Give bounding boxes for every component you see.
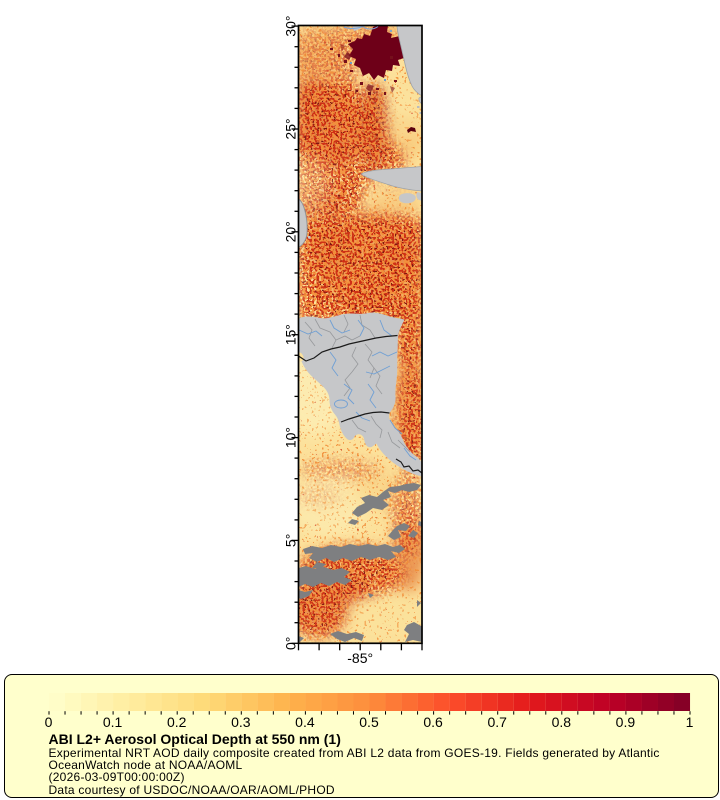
svg-text:-85°: -85° [347, 650, 373, 666]
svg-text:15°: 15° [283, 324, 299, 345]
svg-text:5°: 5° [283, 534, 299, 547]
svg-text:20°: 20° [283, 221, 299, 242]
svg-text:25°: 25° [283, 118, 299, 139]
svg-text:30°: 30° [283, 16, 299, 37]
svg-text:0°: 0° [283, 637, 299, 650]
svg-text:10°: 10° [283, 427, 299, 448]
